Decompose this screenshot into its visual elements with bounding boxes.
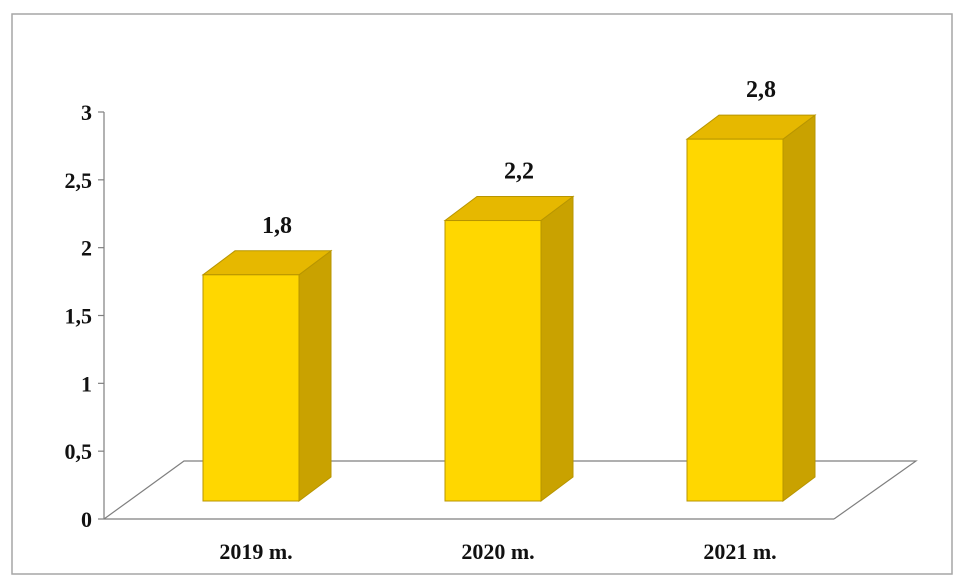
- category-labels: 2019 m. 2020 m. 2021 m.: [219, 539, 776, 564]
- y-tick-label: 0: [81, 507, 92, 532]
- y-tick-labels: 0 0,5 1 1,5 2 2,5 3: [65, 100, 104, 532]
- x-category-label: 2021 m.: [703, 539, 776, 564]
- data-label: 1,8: [262, 213, 292, 239]
- bar: [685, 114, 817, 502]
- bar-front-face: [686, 138, 784, 502]
- y-tick-label: 2,5: [65, 168, 93, 193]
- bar-side-face: [540, 195, 574, 502]
- bar: [201, 249, 333, 502]
- y-tick-label: 2: [81, 236, 92, 261]
- bar-front-face: [444, 220, 542, 502]
- data-label: 2,2: [504, 159, 534, 185]
- data-labels: 1,8 2,2 2,8: [262, 77, 776, 239]
- bar: [443, 195, 575, 502]
- data-label: 2,8: [746, 77, 776, 103]
- bars: [201, 114, 817, 502]
- bar-side-face: [298, 249, 332, 502]
- y-tick-label: 1: [81, 371, 92, 396]
- x-category-label: 2019 m.: [219, 539, 292, 564]
- y-tick-label: 0,5: [65, 439, 93, 464]
- x-category-label: 2020 m.: [461, 539, 534, 564]
- y-tick-label: 3: [81, 100, 92, 125]
- y-tick-label: 1,5: [65, 304, 93, 329]
- bar-front-face: [202, 274, 300, 502]
- bar-side-face: [782, 114, 816, 502]
